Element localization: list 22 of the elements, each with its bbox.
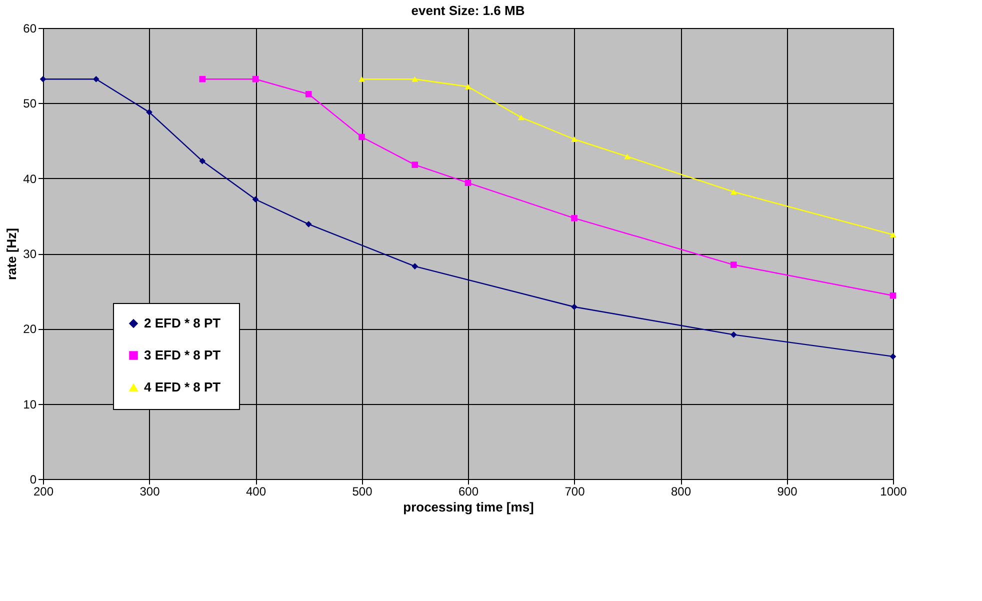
x-tick-label: 900: [777, 484, 798, 498]
y-tick-label: 0: [30, 472, 37, 486]
y-tick-label: 60: [23, 22, 37, 36]
x-tick-label: 200: [33, 484, 54, 498]
x-tick-label: 300: [140, 484, 160, 498]
x-tick-label: 800: [670, 484, 692, 498]
chart-title: event Size: 1.6 MB: [411, 3, 525, 18]
x-tick-label: 400: [246, 484, 266, 498]
legend-label: 3 EFD * 8 PT: [144, 348, 221, 362]
x-tick-label: 500: [352, 484, 373, 498]
x-tick-label: 600: [458, 484, 479, 498]
y-tick-label: 40: [23, 172, 37, 186]
x-tick-label: 700: [564, 484, 586, 498]
x-axis-title: processing time [ms]: [403, 500, 534, 514]
y-tick-label: 10: [23, 397, 37, 412]
x-tick-label: 1000: [880, 484, 908, 498]
legend-label: 2 EFD * 8 PT: [144, 316, 221, 330]
legend-label: 4 EFD * 8 PT: [144, 380, 221, 394]
y-tick-label: 50: [23, 96, 37, 111]
y-axis-title: rate [Hz]: [4, 228, 20, 280]
y-tick-label: 20: [23, 322, 37, 336]
y-tick-label: 30: [23, 247, 37, 261]
